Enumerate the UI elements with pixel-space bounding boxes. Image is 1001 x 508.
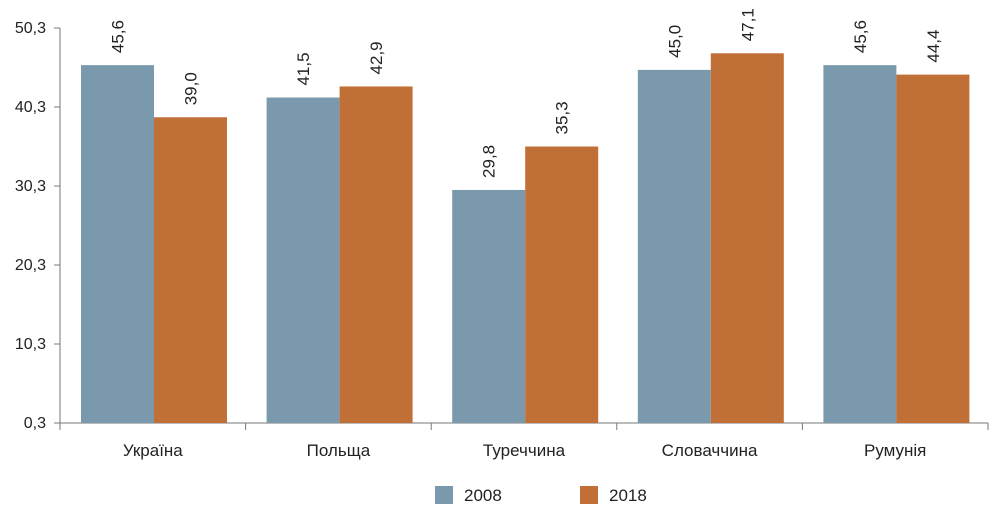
y-tick-label: 40,3 [15, 99, 46, 116]
data-label-2008-4: 45,6 [851, 20, 870, 53]
category-label: Україна [123, 441, 183, 460]
y-tick-label: 50,3 [15, 20, 46, 37]
legend-label-2008: 2008 [464, 486, 502, 505]
legend-label-2018: 2018 [609, 486, 647, 505]
category-label: Румунія [864, 441, 926, 460]
bar-2018-4 [896, 74, 970, 424]
bar-2008-0 [81, 65, 154, 423]
data-label-2018-4: 44,4 [924, 30, 943, 63]
category-label: Польща [307, 441, 371, 460]
bar-2008-4 [823, 65, 897, 423]
bar-2008-2 [452, 189, 526, 423]
bar-2018-3 [710, 53, 784, 423]
data-label-2008-0: 45,6 [109, 20, 128, 53]
bar-2018-1 [339, 86, 413, 424]
y-tick-label: 20,3 [15, 257, 46, 274]
data-label-2018-2: 35,3 [553, 101, 572, 134]
y-tick-label: 30,3 [15, 178, 46, 195]
y-tick-label: 10,3 [15, 336, 46, 353]
bar-2008-1 [266, 97, 340, 424]
legend-swatch-2018 [580, 486, 598, 504]
data-label-2008-2: 29,8 [480, 145, 499, 178]
data-label-2018-1: 42,9 [367, 41, 386, 74]
bar-2008-3 [637, 69, 711, 424]
x-axis: Україна Польща Туреччина Словаччина Румунія [59, 422, 989, 460]
bar-2018-0 [154, 117, 227, 424]
data-label-2008-1: 41,5 [294, 52, 313, 85]
data-label-2008-3: 45,0 [665, 25, 684, 58]
data-label-2018-3: 47,1 [738, 8, 757, 41]
bar-2018-2 [525, 146, 599, 423]
category-label: Словаччина [662, 441, 758, 460]
legend: 2008 2018 [435, 486, 647, 505]
y-tick-label: 0,3 [24, 415, 46, 432]
data-labels: 45,6 41,5 29,8 45,0 45,6 39,0 42,9 35,3 47,1 44,4 [109, 8, 943, 178]
legend-swatch-2008 [435, 486, 453, 504]
category-label: Туреччина [483, 441, 566, 460]
data-label-2018-0: 39,0 [182, 72, 201, 105]
bars [81, 53, 970, 424]
y-axis: 0,3 10,3 20,3 30,3 40,3 50,3 [15, 20, 61, 432]
